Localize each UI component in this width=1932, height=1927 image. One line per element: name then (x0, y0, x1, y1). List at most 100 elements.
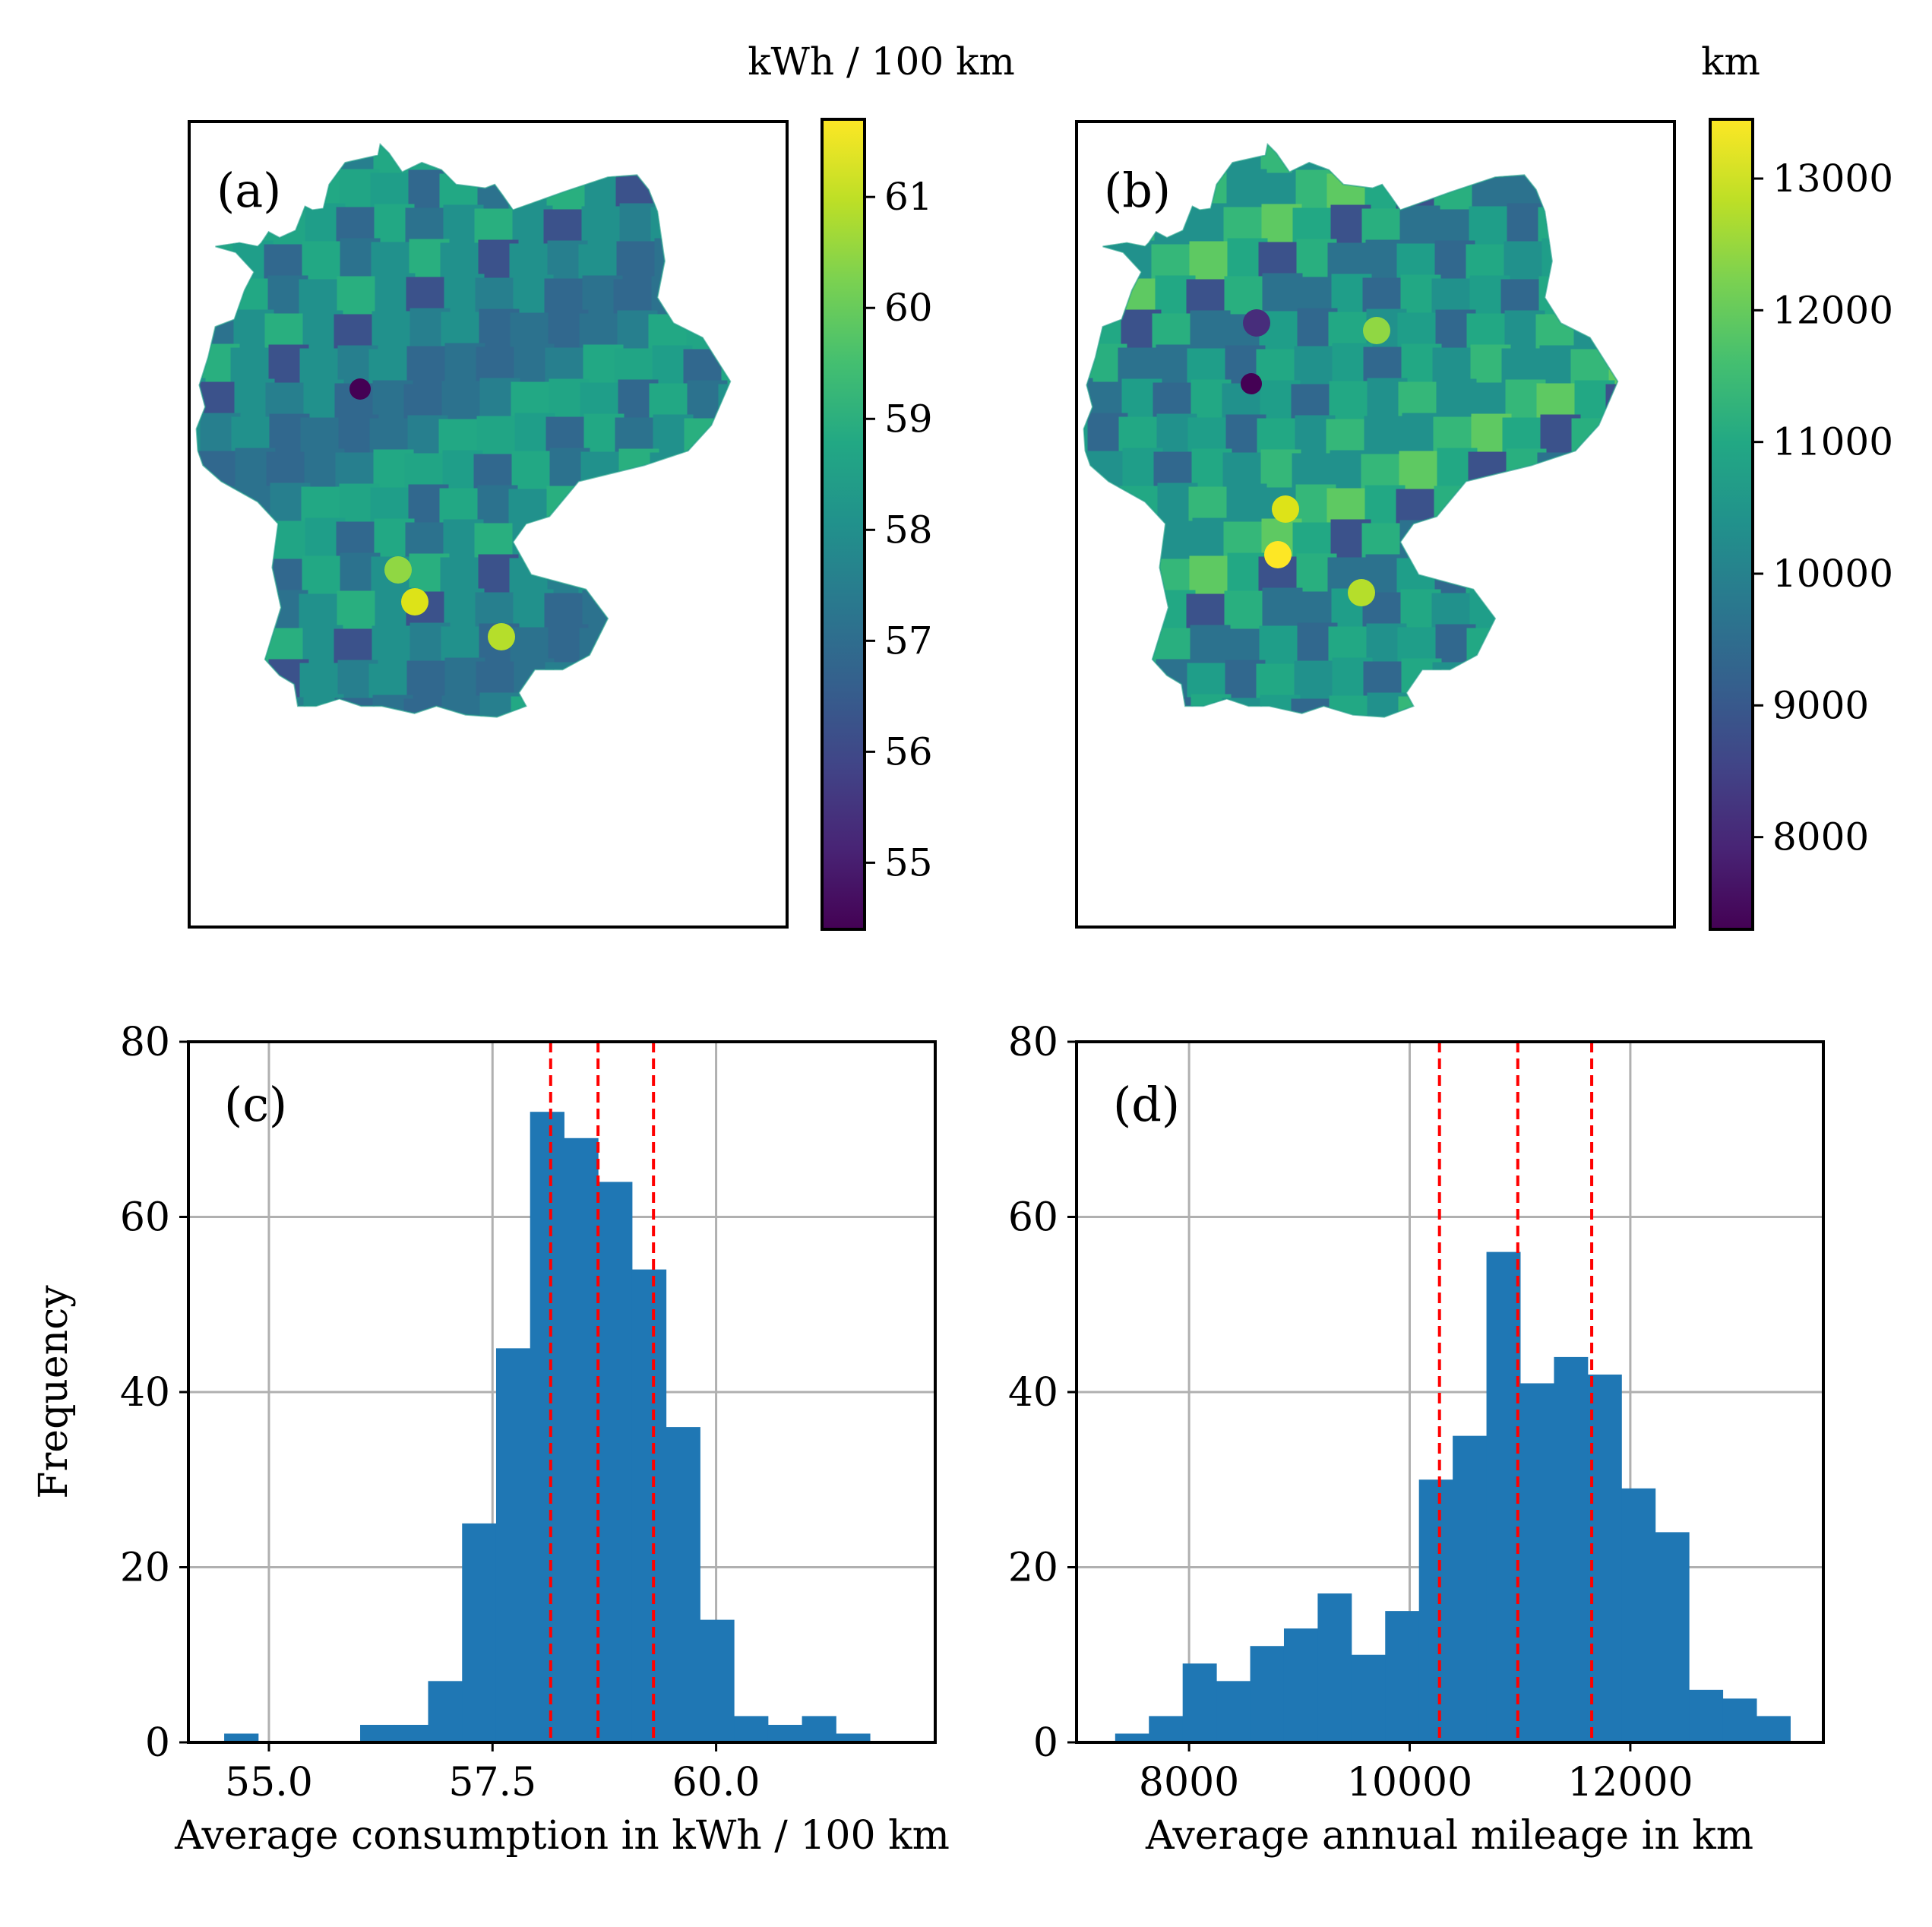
map-region-1-118 (1608, 346, 1618, 387)
map-region-1-187 (1083, 523, 1088, 564)
map-region-1-304 (1572, 733, 1611, 773)
map-region-1-50 (1607, 207, 1618, 248)
map-region-0-64 (616, 241, 657, 282)
map-region-0-254 (724, 622, 731, 663)
map-region-1-289 (1050, 731, 1089, 770)
map-region-1-182 (1472, 483, 1513, 524)
colorbar-tick-label-0-6: 61 (884, 175, 933, 219)
map-region-1-203 (1607, 522, 1618, 563)
map-region-1-135 (1605, 384, 1618, 425)
y-tick-label-0-1: 20 (120, 1546, 170, 1591)
y-tick-label-1-2: 40 (1008, 1370, 1058, 1416)
bar-1-7 (1351, 1654, 1386, 1742)
map-region-tiles-0 (196, 144, 731, 772)
map-region-1-295 (1257, 733, 1297, 773)
map-region-1-299 (1402, 728, 1442, 767)
map-region-1-206 (1120, 555, 1161, 596)
bar-1-12 (1519, 1383, 1554, 1742)
map-region-1-218 (1541, 552, 1583, 593)
y-tick-label-1-1: 20 (1008, 1546, 1058, 1591)
map-region-0-285 (618, 694, 659, 717)
ticks-d: 0 20 40 60 80 8000 10000 12000 (1008, 1020, 1693, 1805)
map-region-1-275 (1153, 697, 1194, 717)
map-region-1-66 (1573, 242, 1614, 283)
map-region-1-32 (1572, 172, 1613, 214)
map-region-1-279 (1291, 698, 1332, 717)
map-region-0-189 (229, 524, 270, 565)
map-region-1-83 (1576, 273, 1617, 314)
map-region-1-233 (1469, 590, 1510, 631)
map-region-0-34 (196, 208, 201, 249)
colorbar-tick-label-0-4: 59 (884, 397, 933, 441)
map-region-0-271 (721, 660, 731, 701)
map-region-0-262 (406, 660, 447, 701)
map-region-0-46 (581, 206, 622, 247)
bar-0-9 (530, 1112, 564, 1742)
map-region-0-293 (301, 733, 340, 772)
map-region-0-276 (303, 694, 344, 717)
map-region-1-217 (1504, 555, 1545, 596)
bar-0-5 (394, 1724, 429, 1742)
map-region-1-220 (1611, 553, 1618, 594)
map-region-1-26 (1364, 170, 1406, 211)
map-region-0-220 (723, 553, 731, 594)
map-region-0-256 (199, 658, 240, 699)
map-region-1-181 (1434, 486, 1475, 527)
map-region-1-67 (1611, 239, 1618, 280)
bar-1-16 (1655, 1532, 1690, 1742)
map-region-0-15 (688, 144, 729, 176)
y-tick-label-1-3: 60 (1008, 1195, 1058, 1241)
x-tick-label-0-0: 55.0 (225, 1760, 313, 1805)
map-region-1-238 (1083, 623, 1092, 664)
map-region-1-297 (1326, 734, 1366, 774)
map-region-1-274 (1121, 693, 1162, 717)
map-region-1-273 (1083, 696, 1124, 717)
map-region-0-252 (648, 628, 689, 669)
map-region-0-300 (546, 732, 586, 771)
map-region-0-269 (652, 660, 693, 701)
map-region-0-204 (196, 554, 204, 595)
map-region-1-167 (1537, 452, 1578, 493)
map-region-0-69 (198, 274, 239, 315)
map-region-0-171 (196, 489, 235, 530)
map-region-1-10 (1399, 144, 1440, 177)
map-region-0-239 (196, 627, 236, 668)
bar-0-7 (462, 1523, 497, 1742)
map-region-0-255 (196, 661, 202, 702)
map-region-0-272 (196, 692, 206, 717)
map-region-1-262 (1294, 660, 1335, 701)
map-region-0-68 (196, 277, 201, 318)
map-region-0-234 (613, 593, 654, 634)
panel-label-a: (a) (217, 163, 281, 218)
bar-0-12 (631, 1269, 667, 1742)
bar-1-2 (1182, 1663, 1217, 1742)
bar-1-15 (1621, 1488, 1656, 1742)
map-region-1-283 (1436, 693, 1477, 717)
map-region-0-251 (617, 625, 658, 666)
map-region-1-102 (1083, 346, 1089, 388)
bar-1-9 (1418, 1479, 1453, 1742)
map-region-1-285 (1505, 694, 1546, 717)
map-region-0-238 (196, 623, 205, 664)
map-region-0-301 (584, 729, 624, 768)
map-region-1-235 (1538, 590, 1579, 631)
map-region-1-183 (1503, 486, 1544, 527)
map-region-0-167 (650, 452, 691, 493)
map-region-1-31 (1541, 169, 1582, 210)
map-region-0-290 (201, 728, 240, 767)
bar-0-10 (564, 1138, 599, 1742)
map-region-0-303 (653, 729, 693, 769)
map-region-1-34 (1083, 208, 1088, 249)
map-region-1-267 (1470, 659, 1511, 700)
map-region-0-291 (232, 732, 271, 771)
colorbar-tick-label-1-5: 13000 (1772, 157, 1893, 201)
map-panel-b: (b) km 8000 9000 10000 11000 12000 13000 (1050, 40, 1893, 931)
map-region-1-184 (1541, 483, 1582, 524)
bar-1-0 (1115, 1733, 1149, 1742)
map-region-1-292 (1157, 729, 1197, 768)
bar-1-4 (1250, 1646, 1285, 1742)
map-region-1-256 (1086, 658, 1127, 699)
x-tick-label-1-1: 10000 (1347, 1760, 1472, 1805)
map-region-tiles-1 (1050, 144, 1618, 774)
